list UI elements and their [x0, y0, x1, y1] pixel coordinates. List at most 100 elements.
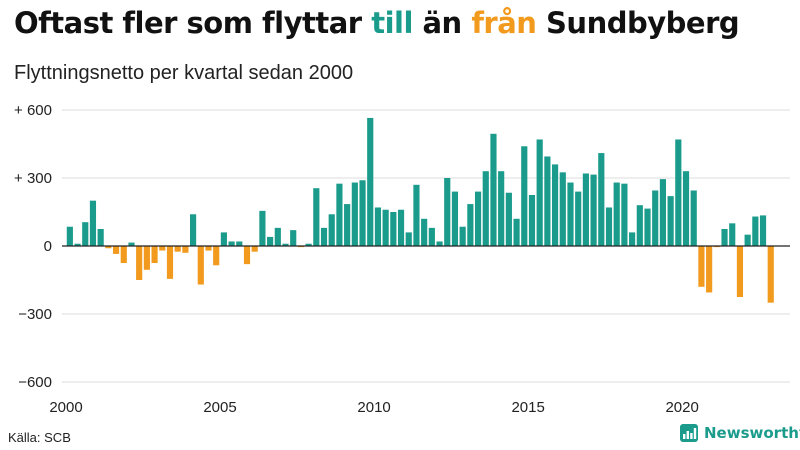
- bar: [682, 171, 690, 246]
- bar: [336, 183, 343, 246]
- bar: [236, 241, 243, 246]
- bar: [690, 190, 697, 246]
- bar: [351, 182, 358, 246]
- bar: [613, 182, 620, 246]
- bar: [151, 246, 158, 263]
- bar: [97, 229, 104, 246]
- bar: [166, 246, 174, 279]
- bar: [544, 156, 551, 246]
- bar: [575, 191, 582, 246]
- bar: [659, 179, 666, 246]
- bar: [552, 164, 559, 246]
- bars: [66, 117, 774, 303]
- x-axis-ticks: 2000 2005 2010 2015 2020: [49, 399, 699, 416]
- bar: [128, 242, 135, 246]
- bar: [143, 246, 150, 270]
- bar: [174, 246, 181, 252]
- bar: [621, 183, 628, 246]
- bar: [706, 246, 713, 293]
- x-tick-label: 2010: [357, 399, 390, 416]
- y-tick-label: −300: [18, 306, 52, 323]
- y-tick-label: −600: [18, 374, 52, 391]
- y-tick-label: + 600: [14, 102, 52, 119]
- brand-name: Newsworthy: [704, 424, 800, 442]
- bar: [636, 205, 643, 246]
- bar: [243, 246, 251, 265]
- bar: [82, 222, 89, 246]
- bar: [644, 208, 651, 246]
- bar: [528, 195, 536, 246]
- bar: [313, 188, 320, 246]
- bar: [513, 218, 520, 246]
- bar: [752, 216, 759, 246]
- x-tick-label: 2015: [511, 399, 544, 416]
- bar: [182, 246, 189, 253]
- bar: [390, 212, 397, 246]
- bar: [290, 230, 297, 246]
- bar: [428, 227, 435, 246]
- bar: [505, 192, 512, 246]
- title-part-2: än: [412, 6, 472, 40]
- bar: [482, 171, 489, 246]
- bar: [605, 207, 613, 246]
- bar: [159, 246, 166, 251]
- bar: [228, 241, 235, 246]
- title-word-out: från: [471, 6, 537, 40]
- bar: [444, 178, 451, 246]
- bar: [382, 209, 389, 246]
- grid-lines: [62, 109, 790, 383]
- bar: [474, 191, 482, 246]
- bar: [421, 218, 428, 246]
- bar: [405, 232, 412, 246]
- x-tick-label: 2020: [665, 399, 698, 416]
- bar: [413, 184, 420, 246]
- bar: [744, 234, 751, 246]
- bar: [675, 139, 682, 246]
- bar: [729, 223, 736, 246]
- bar: [267, 236, 274, 246]
- bar: [305, 243, 312, 246]
- bar: [251, 246, 258, 252]
- bar: [220, 232, 227, 246]
- bar-chart-logo-icon: [680, 424, 698, 442]
- bar: [328, 214, 335, 246]
- bar: [451, 191, 459, 246]
- bar: [767, 246, 774, 303]
- bar: [367, 117, 374, 247]
- bar: [521, 146, 528, 246]
- chart-subtitle: Flyttningsnetto per kvartal sedan 2000: [14, 62, 354, 84]
- bar: [66, 226, 73, 246]
- title-part-3: Sundbyberg: [536, 6, 740, 40]
- bar: [105, 246, 112, 249]
- brand-logo: Newsworthy: [680, 424, 800, 442]
- bar: [282, 243, 289, 246]
- bar: [374, 207, 382, 246]
- bar: [736, 246, 744, 297]
- bar: [397, 209, 405, 246]
- bar: [136, 246, 143, 280]
- bar: [490, 133, 497, 246]
- bar: [759, 215, 767, 246]
- bar: [536, 139, 543, 246]
- title-part-1: Oftast fler som flyttar: [14, 6, 372, 40]
- bar: [590, 174, 597, 246]
- bar: [274, 227, 281, 246]
- bar: [459, 226, 466, 246]
- bar: [74, 243, 81, 246]
- bar: [567, 182, 574, 246]
- bar: [190, 214, 197, 246]
- bar: [652, 190, 659, 246]
- bar: [498, 171, 505, 246]
- bar: [344, 204, 351, 246]
- bar: [320, 227, 328, 246]
- chart-title: Oftast fler som flyttar till än från Sun…: [14, 6, 740, 40]
- bar: [436, 241, 443, 246]
- x-tick-label: 2005: [203, 399, 236, 416]
- title-word-in: till: [371, 6, 413, 40]
- y-tick-label: + 300: [14, 170, 52, 187]
- y-tick-label: 0: [44, 238, 52, 255]
- bar: [582, 173, 589, 246]
- bar: [205, 246, 212, 251]
- bar: [698, 246, 705, 287]
